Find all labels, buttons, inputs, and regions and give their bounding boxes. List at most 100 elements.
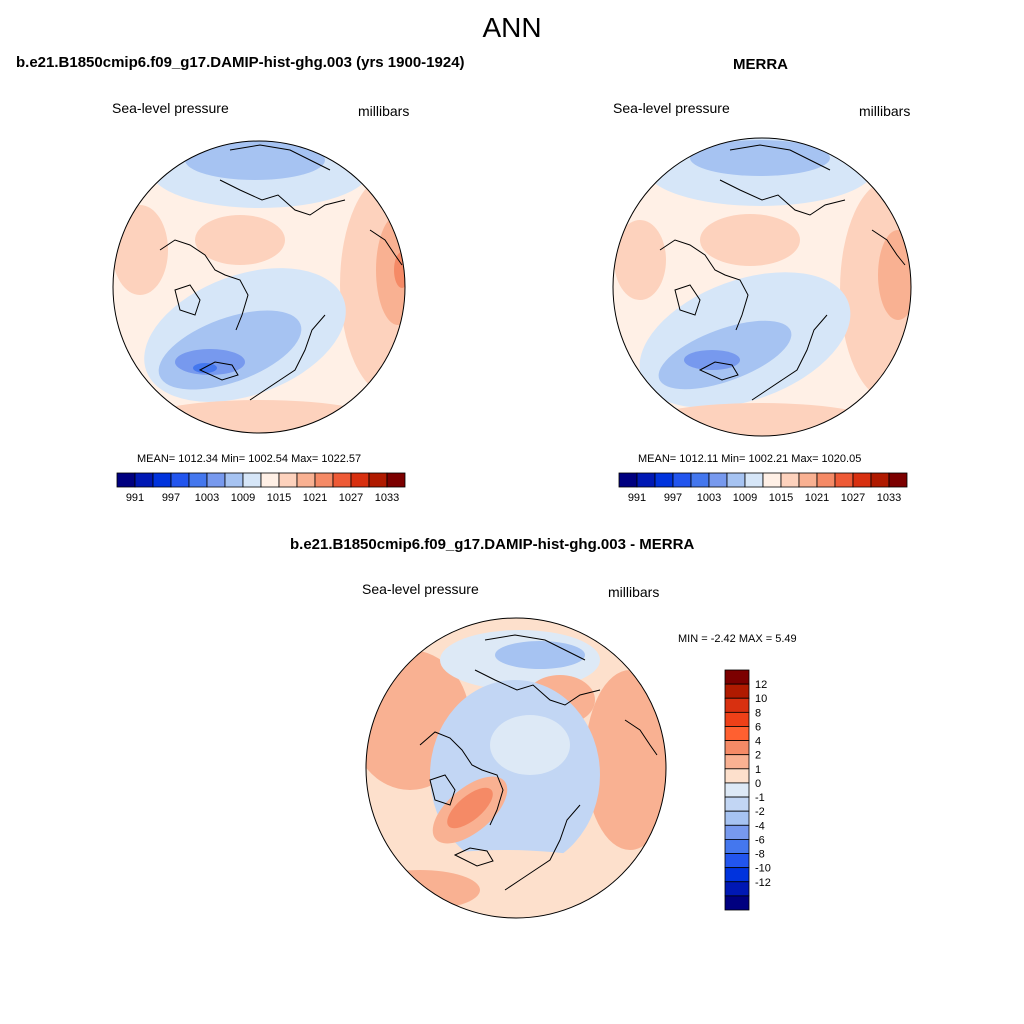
panel1-colorbar-box (260, 472, 280, 488)
panel1-colorbar-box (386, 472, 406, 488)
panel2-colorbar-tick-label: 1009 (733, 492, 757, 504)
panel3-colorbar-box (724, 782, 750, 798)
panel2-colorbar-tick-label: 997 (664, 492, 682, 504)
panel1-colorbar-box (242, 472, 262, 488)
panel1-colorbar-box (350, 472, 370, 488)
panel3-colorbar-tick-label: -12 (755, 877, 771, 889)
panel2-colorbar-tick-label: 991 (628, 492, 646, 504)
panel3-colorbar-tick-label: -2 (755, 806, 765, 818)
panel1-colorbar-tick-label: 1027 (339, 492, 363, 504)
panel2-colorbar-box (618, 472, 638, 488)
panel1-colorbar-box (116, 472, 136, 488)
panel3-colorbar-box (724, 796, 750, 812)
panel3-map (365, 617, 667, 919)
panel3-colorbar-box (724, 881, 750, 897)
panel1-title: b.e21.B1850cmip6.f09_g17.DAMIP-hist-ghg.… (16, 54, 465, 71)
panel1-colorbar: 991 997 1003 1009 1015 1021 1027 1033 (116, 472, 406, 504)
panel1-colorbar-box (296, 472, 316, 488)
figure-title: ANN (482, 12, 542, 43)
panel3-colorbar-tick-label: -8 (755, 849, 765, 861)
panel2-colorbar-box (762, 472, 782, 488)
panel2-colorbar-box (654, 472, 674, 488)
panel3-colorbar-tick-label: 0 (755, 778, 761, 790)
panel2-colorbar-tick-label: 1003 (697, 492, 721, 504)
panel1-colorbar-tick-label: 1009 (231, 492, 255, 504)
panel1-colorbar-box (170, 472, 190, 488)
panel3-colorbar-tick-label: -1 (755, 792, 765, 804)
panel2-colorbar: 991 997 1003 1009 1015 1021 1027 1033 (618, 472, 908, 504)
panel3-colorbar-tick-label: 10 (755, 693, 767, 705)
panel3-colorbar-box (724, 867, 750, 883)
panel3-colorbar-tick-label: 2 (755, 750, 761, 762)
panel2-colorbar-tick-label: 1027 (841, 492, 865, 504)
panel2-colorbar-box (888, 472, 908, 488)
panel1-colorbar-box (134, 472, 154, 488)
panel1-colorbar-box (224, 472, 244, 488)
panel3-colorbar-box (724, 895, 750, 911)
panel2-title: MERRA (733, 56, 788, 73)
panel3-colorbar-tick-label: 8 (755, 707, 761, 719)
panel3-left-label: Sea-level pressure (362, 581, 479, 597)
panel3-colorbar-box (724, 853, 750, 869)
panel3-colorbar-box (724, 768, 750, 784)
panel3-colorbar-box (724, 726, 750, 741)
panel2-colorbar-tick-label: 1015 (769, 492, 793, 504)
panel2-colorbar-box (708, 472, 728, 488)
panel2-colorbar-box (672, 472, 692, 488)
panel2-left-label: Sea-level pressure (613, 100, 730, 116)
panel3-colorbar-box (724, 669, 750, 685)
panel1-colorbar-box (278, 472, 298, 488)
panel3-colorbar-box (724, 810, 750, 826)
panel3-colorbar-box (724, 754, 750, 770)
panel2-right-label: millibars (859, 103, 911, 119)
panel1-colorbar-box (152, 472, 172, 488)
panel2-colorbar-tick-label: 1021 (805, 492, 829, 504)
panel3-colorbar-tick-label: 12 (755, 679, 767, 691)
panel2-colorbar-box (726, 472, 746, 488)
panel3-colorbar-box (724, 697, 750, 713)
panel2-colorbar-box (870, 472, 890, 488)
panel3-colorbar-box (724, 740, 750, 756)
panel1-colorbar-box (206, 472, 226, 488)
panel3-colorbar-tick-label: -10 (755, 863, 771, 875)
panel1-colorbar-tick-label: 1033 (375, 492, 399, 504)
panel2-colorbar-box (852, 472, 872, 488)
panel3-colorbar-tick-label: 1 (755, 764, 761, 776)
panel3-colorbar-box (724, 683, 750, 699)
panel3-colorbar-tick-label: 4 (755, 736, 761, 748)
panel2-colorbar-box (780, 472, 800, 488)
panel2-colorbar-box (816, 472, 836, 488)
panel1-colorbar-tick-label: 1003 (195, 492, 219, 504)
panel3-colorbar-box (724, 839, 750, 854)
panel2-colorbar-tick-label: 1033 (877, 492, 901, 504)
panel3-title: b.e21.B1850cmip6.f09_g17.DAMIP-hist-ghg.… (290, 536, 695, 553)
panel2-colorbar-box (834, 472, 854, 488)
panel3-colorbar-box (724, 824, 750, 840)
panel1-map (112, 140, 406, 434)
panel3-colorbar-tick-label: -6 (755, 834, 765, 846)
panel3-right-label: millibars (608, 584, 660, 600)
panel3-colorbar-tick-label: 6 (755, 721, 761, 733)
panel2-map (612, 137, 912, 437)
panel1-colorbar-tick-label: 997 (162, 492, 180, 504)
panel2-colorbar-box (744, 472, 764, 488)
panel3-stats: MIN = -2.42 MAX = 5.49 (678, 633, 797, 645)
panel3-colorbar-box (724, 711, 750, 727)
panel1-stats: MEAN= 1012.34 Min= 1002.54 Max= 1022.57 (137, 453, 362, 465)
panel1-colorbar-tick-label: 1015 (267, 492, 291, 504)
panel1-colorbar-tick-label: 1021 (303, 492, 327, 504)
panel2-stats: MEAN= 1012.11 Min= 1002.21 Max= 1020.05 (638, 453, 862, 465)
panel2-colorbar-box (690, 472, 710, 488)
panel3-colorbar-tick-label: -4 (755, 820, 765, 832)
panel1-colorbar-box (332, 472, 352, 488)
panel2-colorbar-box (636, 472, 656, 488)
panel1-colorbar-tick-label: 991 (126, 492, 144, 504)
panel2-colorbar-box (798, 472, 818, 488)
panel1-right-label: millibars (358, 103, 410, 119)
panel1-colorbar-box (314, 472, 334, 488)
panel1-colorbar-box (368, 472, 388, 488)
panel1-left-label: Sea-level pressure (112, 100, 229, 116)
panel1-colorbar-box (188, 472, 208, 488)
